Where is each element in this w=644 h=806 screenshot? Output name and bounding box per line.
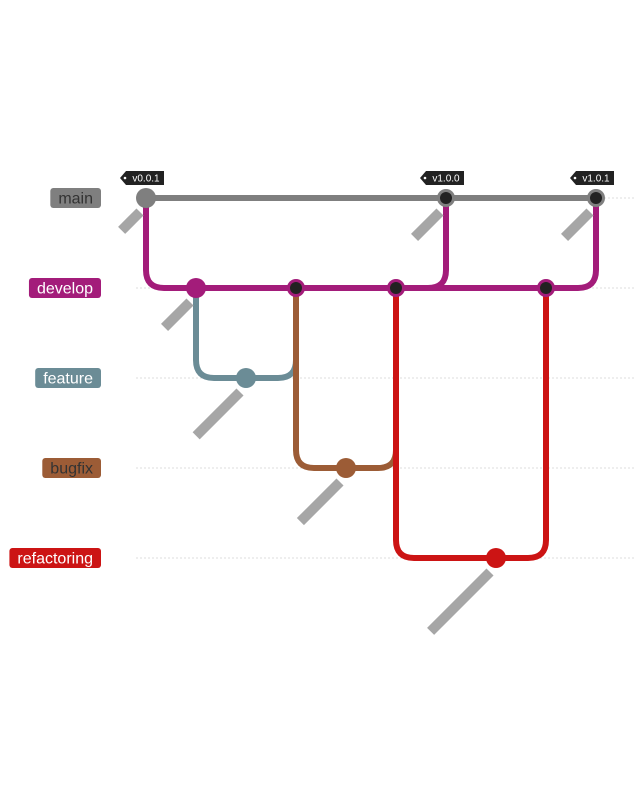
branch-label-text: bugfix: [50, 461, 93, 478]
commit-message-bugfix-0: [296, 478, 344, 526]
commits: [136, 188, 605, 568]
branch-label-bg: [50, 188, 101, 208]
tag-label: v1.0.1: [582, 174, 610, 185]
tag-main-2: v1.0.1: [570, 171, 614, 185]
branch-label-bg: [42, 458, 101, 478]
branch-label-bugfix[interactable]: bugfix: [42, 458, 101, 478]
branch-label-bg: [35, 368, 101, 388]
tag-main-0: v0.0.1: [120, 171, 164, 185]
branch-label-main[interactable]: main: [50, 188, 101, 208]
edge-main-to-develop: [143, 195, 199, 291]
branch-labels: main develop feature bugfix refactoring: [9, 188, 101, 568]
branch-label-text: main: [58, 191, 93, 208]
commit-message-feature-0: [192, 388, 244, 440]
commit-refactoring-0[interactable]: [486, 548, 506, 568]
tag-shape: [120, 171, 164, 185]
tag-main-1: v1.0.0: [420, 171, 464, 185]
merge-commit-dot-develop-2: [390, 282, 402, 294]
tag-label: v0.0.1: [132, 174, 160, 185]
commit-main-0[interactable]: [136, 188, 156, 208]
tag-shape: [420, 171, 464, 185]
branch-label-text: feature: [43, 371, 93, 388]
tag-hole-icon: [423, 176, 427, 180]
branch-label-bg: [28, 278, 101, 298]
merge-commit-dot-main-2: [590, 192, 602, 204]
branch-label-feature[interactable]: feature: [35, 368, 101, 388]
merge-commit-dot-develop-1: [290, 282, 302, 294]
tag-hole-icon: [123, 176, 127, 180]
branch-label-develop[interactable]: develop: [28, 278, 101, 298]
commit-message-refactoring-0: [427, 568, 494, 635]
commit-message-main-2: [561, 208, 594, 241]
merge-commit-dot-develop-3: [540, 282, 552, 294]
edge-refactoring: [393, 285, 549, 561]
branch-label-text: develop: [37, 281, 93, 298]
edge-develop-to-main-v1-0-1: [543, 195, 599, 291]
tags: v0.0.1 v1.0.0 v1.0.1: [120, 171, 614, 185]
commit-messages: [118, 208, 594, 635]
edge-develop-to-main-v1-0-0: [393, 195, 449, 291]
commit-feature-0[interactable]: [236, 368, 256, 388]
commit-message-develop-0: [161, 298, 194, 331]
tag-label: v1.0.0: [432, 174, 460, 185]
tag-shape: [570, 171, 614, 185]
branch-label-text: refactoring: [17, 551, 93, 568]
tag-hole-icon: [573, 176, 577, 180]
merge-commit-dot-main-1: [440, 192, 452, 204]
commit-message-main-0: [118, 208, 144, 234]
edge-feature: [193, 285, 299, 381]
branch-label-refactoring[interactable]: refactoring: [9, 548, 101, 568]
commit-bugfix-0[interactable]: [336, 458, 356, 478]
commit-message-main-1: [411, 208, 444, 241]
commit-develop-0[interactable]: [186, 278, 206, 298]
branch-label-bg: [9, 548, 101, 568]
